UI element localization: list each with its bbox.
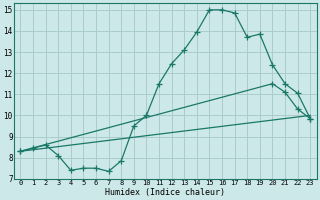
X-axis label: Humidex (Indice chaleur): Humidex (Indice chaleur) (105, 188, 225, 197)
